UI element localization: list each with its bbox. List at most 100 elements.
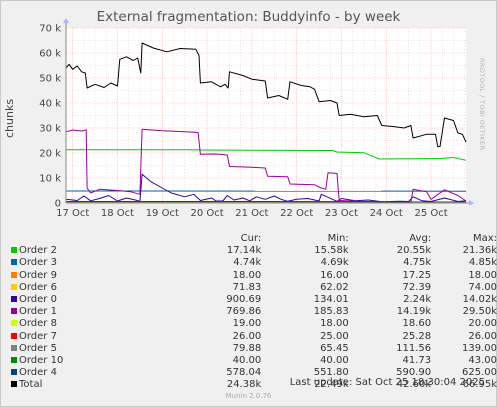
legend-avg: 42.60k [396,379,432,391]
legend-header-avg: Avg: [409,233,432,245]
legend-min: 40.00 [320,354,349,366]
series-line [65,42,467,148]
legend-series-name: Order 9 [11,270,176,282]
last-update: Last update: Sat Oct 25 18:30:04 2025 [289,377,485,388]
x-tick-label: 22 Oct [280,208,313,219]
legend-cur: 19.00 [232,318,262,330]
x-tick-label: 17 Oct [56,208,89,219]
legend-series-name: Order 3 [11,257,176,269]
legend-max: 74.00 [468,281,497,293]
legend-max: 139.00 [462,342,497,354]
legend-avg: 20.55k [396,245,432,257]
legend-min: 16.00 [320,269,349,281]
y-tick-label: 0 [55,199,61,210]
legend-row: Order 9 18.00 16.00 17.25 18.00 [11,270,497,282]
legend-series-label: Order 10 [19,354,64,366]
legend-swatch [11,271,17,278]
legend-min: 62.02 [320,281,349,293]
legend-row: Order 0 900.69 134.01 2.24k 14.02k [11,294,497,306]
legend-cur: 79.88 [232,342,262,354]
legend-series-label: Order 2 [19,245,57,257]
legend-swatch [11,320,17,327]
legend-max: 26.00 [468,330,497,342]
legend-swatch [11,247,17,254]
legend-avg: 25.28 [402,330,432,342]
legend-series-name: Order 7 [11,331,176,343]
legend-series-label: Order 3 [19,257,57,269]
legend-row: Order 6 71.83 62.02 72.39 74.00 [11,282,497,294]
legend-swatch [11,344,17,351]
x-tick-label: 21 Oct [235,208,268,219]
y-tick-label: 70 k [39,24,61,35]
legend-series-name: Order 5 [11,343,176,355]
legend-row: Order 3 4.74k 4.69k 4.75k 4.85k [11,257,497,269]
x-tick-label: 25 Oct [414,208,447,219]
legend-header-name [11,233,176,245]
legend-avg: 14.19k [396,306,432,318]
legend-avg: 590.90 [396,367,432,379]
legend-avg: 4.75k [403,257,432,269]
legend-row: Order 7 26.00 25.00 25.28 26.00 [11,331,497,343]
x-tick-label: 18 Oct [101,208,134,219]
legend-max: 20.00 [468,318,497,330]
legend-cur: 26.00 [232,330,262,342]
legend-swatch [11,283,17,290]
legend-cur: 40.00 [232,354,262,366]
footer-version: Munin 2.0.76 [225,392,272,400]
legend-cur: 769.86 [226,306,262,318]
legend-series-name: Order 0 [11,294,176,306]
legend-series-name: Order 1 [11,306,176,318]
legend-max: 43.00 [468,354,497,366]
x-tick-label: 20 Oct [190,208,223,219]
legend-swatch [11,369,17,376]
legend-series-label: Order 0 [19,294,57,306]
legend-series-label: Order 6 [19,281,57,293]
legend-min: 25.00 [320,330,349,342]
legend-header-max: Max: [472,233,497,245]
legend-max: 625.00 [462,367,497,379]
legend-cur: 24.38k [226,379,262,391]
legend-avg: 72.39 [402,281,432,293]
legend-swatch [11,308,17,315]
legend-min: 22.49k [314,379,349,391]
legend-cur: 71.83 [232,281,262,293]
y-axis-arrow [63,18,69,23]
legend-swatch [11,381,17,388]
y-tick-label: 30 k [39,124,61,135]
y-tick-label: 60 k [39,49,61,60]
legend-max: 18.00 [468,269,497,281]
legend-series-label: Order 4 [19,367,57,379]
legend-max: 21.36k [462,245,497,257]
legend-row: Order 1 769.86 185.83 14.19k 29.50k [11,306,497,318]
legend-header-min: Min: [327,233,349,245]
x-tick-label: 24 Oct [370,208,403,219]
legend-avg: 111.56 [396,342,432,354]
chart-title: External fragmentation: Buddyinfo - by w… [96,9,401,25]
legend-row: Order 10 40.00 40.00 41.73 43.00 [11,355,497,367]
legend-swatch [11,356,17,363]
legend-row: Order 5 79.88 65.45 111.56 139.00 [11,343,497,355]
legend-row: Total 24.38k 22.49k 42.60k 66.95k [11,379,497,391]
legend-row: Order 2 17.14k 15.58k 20.55k 21.36k [11,245,497,257]
legend-swatch [11,332,17,339]
y-tick-label: 10 k [39,174,61,185]
legend-cur: 18.00 [232,269,262,281]
legend-series-name: Order 10 [11,355,176,367]
legend-series-label: Total [19,379,43,391]
legend-cur: 17.14k [226,245,262,257]
legend-max: 66.95k [462,379,497,391]
legend-min: 551.80 [313,367,349,379]
legend-min: 134.01 [313,294,349,306]
legend-swatch [11,296,17,303]
legend-max: 29.50k [462,306,497,318]
legend-min: 4.69k [320,257,349,269]
y-tick-label: 50 k [39,74,61,85]
legend-avg: 2.24k [403,294,432,306]
x-tick-label: 23 Oct [325,208,358,219]
legend-avg: 18.60 [402,318,432,330]
x-axis-arrow [469,200,474,206]
legend-swatch [11,259,17,266]
legend-max: 4.85k [468,257,497,269]
legend-min: 185.83 [313,306,349,318]
legend-header-cur: Cur: [240,233,262,245]
